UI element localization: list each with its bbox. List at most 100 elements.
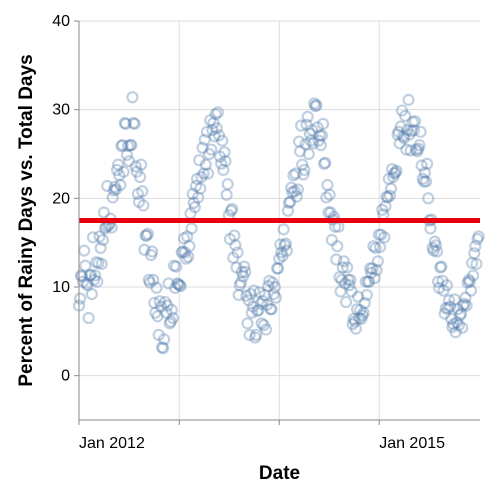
data-point: [455, 307, 468, 320]
data-point: [126, 91, 139, 104]
data-point: [398, 131, 411, 145]
data-point: [163, 317, 176, 330]
data-point: [210, 122, 223, 135]
data-point: [416, 172, 429, 185]
data-point: [266, 276, 279, 289]
data-point: [368, 272, 381, 285]
data-point: [373, 241, 387, 254]
data-point: [356, 309, 369, 322]
data-point: [419, 175, 433, 188]
data-point: [312, 134, 325, 147]
data-point: [132, 195, 146, 208]
data-point: [388, 167, 401, 180]
data-point: [461, 276, 474, 289]
data-point: [415, 159, 428, 172]
data-point: [263, 274, 276, 287]
data-point: [310, 99, 323, 112]
y-tick-label: 20: [52, 190, 70, 207]
data-point: [113, 169, 126, 182]
data-point: [211, 106, 224, 119]
data-point: [406, 115, 419, 129]
data-point: [449, 326, 462, 339]
data-point: [136, 185, 149, 198]
data-point: [360, 288, 373, 302]
data-point: [238, 260, 251, 273]
data-point: [390, 164, 403, 177]
data-point: [381, 191, 394, 204]
data-point: [131, 187, 144, 200]
data-point: [229, 239, 242, 252]
data-point: [176, 245, 189, 258]
data-point: [289, 167, 302, 180]
data-point: [197, 167, 210, 180]
data-point: [82, 311, 95, 325]
data-point: [199, 158, 212, 171]
data-point: [154, 300, 167, 313]
data-point: [357, 306, 370, 319]
data-point: [379, 200, 392, 213]
data-point: [437, 284, 450, 297]
data-point: [173, 279, 186, 292]
data-point: [323, 188, 336, 201]
data-point: [230, 261, 243, 274]
y-tick-label: 0: [61, 368, 70, 385]
data-point: [227, 251, 240, 264]
data-point: [330, 253, 343, 266]
data-point: [273, 252, 286, 265]
data-point: [450, 316, 463, 329]
data-point: [361, 275, 375, 288]
data-point: [85, 287, 98, 301]
data-point: [300, 118, 313, 131]
data-point: [251, 304, 264, 318]
data-point: [293, 145, 307, 158]
data-point: [209, 107, 222, 121]
data-point: [299, 138, 312, 151]
data-point: [296, 158, 309, 171]
data-point: [212, 129, 226, 142]
data-point: [239, 265, 252, 279]
data-point: [190, 172, 204, 185]
data-point: [370, 264, 383, 277]
data-point: [422, 192, 435, 205]
data-point: [359, 275, 372, 288]
data-point: [343, 279, 356, 292]
data-point: [295, 119, 308, 132]
data-point: [320, 191, 333, 204]
data-point: [73, 292, 87, 305]
data-point: [430, 245, 444, 258]
data-point: [185, 222, 198, 235]
data-point: [160, 306, 173, 319]
data-point: [297, 168, 310, 181]
data-point: [385, 162, 399, 176]
data-point: [281, 204, 295, 217]
data-point: [243, 328, 256, 341]
data-point: [305, 123, 319, 137]
data-point: [159, 295, 172, 309]
data-point: [282, 196, 296, 209]
data-point: [177, 232, 191, 245]
data-point: [146, 245, 159, 258]
data-point: [365, 266, 378, 279]
data-point: [161, 299, 174, 312]
data-point: [258, 288, 272, 302]
data-point: [342, 273, 355, 287]
data-point: [81, 279, 94, 292]
data-point: [97, 206, 111, 219]
data-point: [347, 312, 360, 326]
data-point: [431, 275, 445, 288]
data-point: [218, 146, 231, 159]
data-point: [376, 203, 389, 216]
data-point: [128, 117, 141, 130]
data-point: [418, 166, 432, 179]
data-point: [187, 196, 200, 209]
data-point: [130, 165, 143, 178]
data-point: [120, 148, 134, 161]
data-point: [206, 123, 219, 137]
data-point: [382, 172, 395, 185]
data-point: [276, 249, 289, 263]
data-point: [118, 116, 131, 130]
data-point: [301, 110, 314, 123]
data-point: [213, 150, 227, 163]
scatter-points: [72, 91, 485, 355]
data-point: [405, 124, 418, 138]
